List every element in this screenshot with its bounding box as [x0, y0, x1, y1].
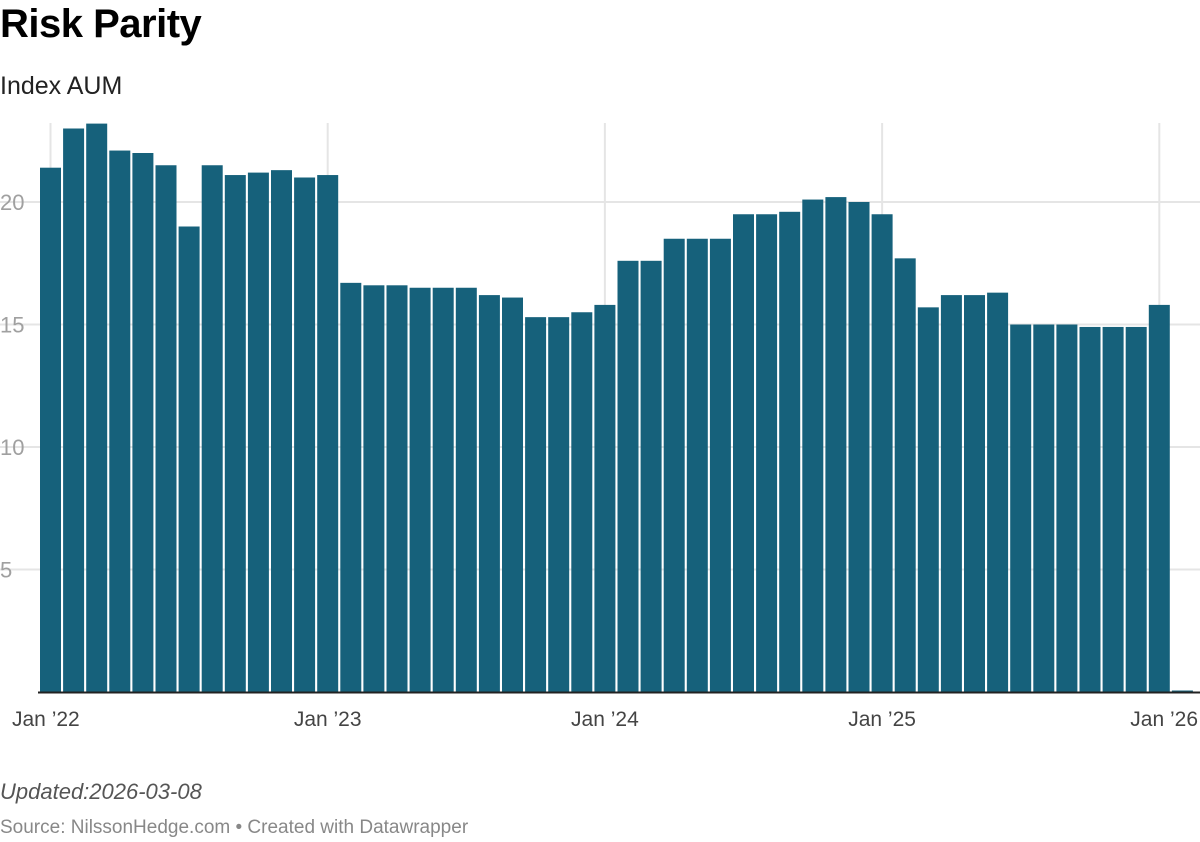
- bar-2025-05: [964, 295, 985, 692]
- bar-2024-05: [686, 238, 708, 692]
- bar-2023-06: [432, 287, 454, 692]
- bar-2022-12: [294, 177, 316, 692]
- bar-2024-11: [825, 197, 847, 692]
- bar-2023-11: [548, 317, 570, 692]
- bar-2022-08: [201, 165, 223, 692]
- bar-2026-02: [1171, 690, 1193, 692]
- source-note: Source: NilssonHedge.com • Created with …: [0, 817, 469, 838]
- updated-note: Updated:2026-03-08: [0, 779, 202, 804]
- bar-chart: 5 10 15 20 Jan ’22 Jan ’23 Jan ’24 Jan ’25 Jan ’…: [0, 123, 1200, 731]
- x-tick-label: Jan ’25: [848, 708, 916, 731]
- bar-2025-11: [1102, 326, 1124, 692]
- bar-2025-08: [1033, 324, 1055, 692]
- bar-2023-01: [317, 175, 339, 693]
- bar-2025-02: [894, 258, 916, 692]
- bar-2025-01: [871, 214, 893, 692]
- bar-2025-04: [940, 295, 962, 692]
- bar-2025-03: [917, 307, 939, 692]
- bar-2023-05: [409, 287, 431, 692]
- bar-2024-03: [640, 260, 662, 692]
- bar-2025-12: [1125, 326, 1147, 692]
- bar-2023-03: [363, 285, 385, 692]
- bar-2025-10: [1079, 326, 1101, 692]
- x-tick-label: Jan ’24: [571, 708, 639, 731]
- bar-2024-10: [802, 199, 824, 693]
- bar-2024-09: [779, 211, 801, 693]
- bar-2023-12: [571, 312, 593, 692]
- bar-2022-01: [40, 167, 61, 692]
- bar-2022-09: [224, 175, 246, 693]
- bar-2024-04: [663, 238, 685, 692]
- bar-2022-11: [271, 170, 292, 692]
- bar-2024-01: [594, 304, 616, 692]
- bar-2022-04: [109, 150, 131, 693]
- y-tick-label: 10: [0, 435, 24, 460]
- bar-2024-06: [709, 238, 731, 692]
- y-tick-label: 5: [0, 558, 12, 583]
- bar-2024-07: [733, 214, 754, 692]
- y-tick-label: 20: [0, 190, 24, 215]
- bar-2022-06: [155, 165, 177, 692]
- bar-2023-09: [502, 297, 523, 692]
- y-tick-label: 15: [0, 313, 24, 338]
- bar-2023-04: [386, 285, 408, 692]
- bar-2022-03: [86, 123, 108, 693]
- bar-2022-05: [132, 153, 154, 692]
- bar-2024-08: [756, 214, 778, 692]
- bar-2022-02: [63, 128, 85, 692]
- bar-2022-10: [247, 172, 269, 693]
- bar-2023-10: [525, 317, 547, 692]
- bar-2024-02: [617, 260, 639, 692]
- bar-2023-07: [455, 287, 477, 692]
- x-tick-label: Jan ’22: [12, 708, 80, 731]
- x-tick-label: Jan ’23: [294, 708, 362, 731]
- bar-2023-02: [340, 282, 362, 692]
- bar-2024-12: [848, 202, 870, 692]
- bar-2023-08: [478, 295, 500, 692]
- bar-2025-09: [1056, 324, 1078, 692]
- chart-title: Risk Parity: [0, 2, 202, 46]
- x-tick-label: Jan ’26: [1130, 708, 1198, 731]
- bar-2022-07: [178, 226, 200, 692]
- bar-2025-06: [987, 292, 1009, 692]
- chart-subtitle: Index AUM: [0, 72, 123, 100]
- bar-2026-01: [1148, 304, 1170, 692]
- bar-2025-07: [1010, 324, 1032, 692]
